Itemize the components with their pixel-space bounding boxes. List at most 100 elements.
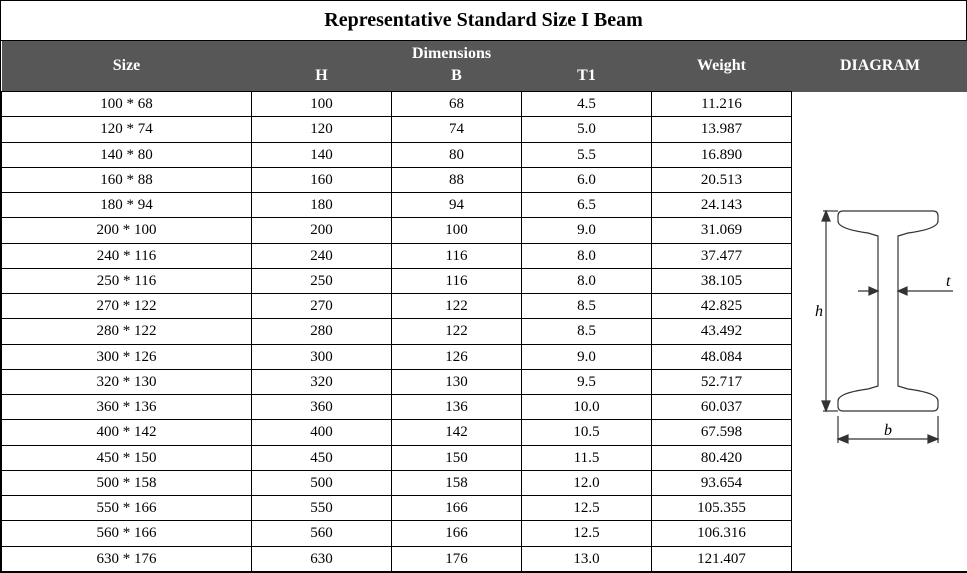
cell-size: 400 * 142 (2, 420, 252, 445)
cell-weight: 16.890 (652, 142, 792, 167)
cell-weight: 60.037 (652, 395, 792, 420)
page-title: Representative Standard Size I Beam (1, 1, 966, 41)
cell-weight: 13.987 (652, 117, 792, 142)
cell-t1: 8.5 (522, 294, 652, 319)
cell-t1: 10.0 (522, 395, 652, 420)
cell-t1: 12.5 (522, 521, 652, 546)
cell-t1: 6.5 (522, 193, 652, 218)
col-t1: T1 (522, 67, 652, 92)
diagram-cell: h b t (792, 92, 967, 572)
cell-t1: 9.0 (522, 344, 652, 369)
cell-weight: 105.355 (652, 496, 792, 521)
cell-h: 270 (252, 294, 392, 319)
ibeam-table: Size Dimensions Weight DIAGRAM H B T1 10… (1, 41, 967, 572)
cell-h: 200 (252, 218, 392, 243)
cell-h: 250 (252, 268, 392, 293)
cell-t1: 8.0 (522, 268, 652, 293)
cell-size: 630 * 176 (2, 546, 252, 571)
col-diagram: DIAGRAM (792, 41, 967, 92)
cell-size: 120 * 74 (2, 117, 252, 142)
col-dimensions: Dimensions (252, 41, 652, 67)
cell-b: 88 (392, 167, 522, 192)
cell-b: 176 (392, 546, 522, 571)
cell-b: 130 (392, 369, 522, 394)
cell-t1: 12.5 (522, 496, 652, 521)
cell-h: 450 (252, 445, 392, 470)
cell-weight: 31.069 (652, 218, 792, 243)
cell-h: 180 (252, 193, 392, 218)
cell-t1: 9.5 (522, 369, 652, 394)
cell-b: 116 (392, 268, 522, 293)
cell-size: 300 * 126 (2, 344, 252, 369)
cell-b: 80 (392, 142, 522, 167)
cell-b: 122 (392, 294, 522, 319)
ibeam-diagram: h b t (798, 181, 963, 481)
cell-t1: 4.5 (522, 92, 652, 117)
cell-size: 250 * 116 (2, 268, 252, 293)
cell-size: 200 * 100 (2, 218, 252, 243)
cell-weight: 52.717 (652, 369, 792, 394)
cell-t1: 10.5 (522, 420, 652, 445)
cell-h: 550 (252, 496, 392, 521)
cell-h: 500 (252, 470, 392, 495)
cell-h: 630 (252, 546, 392, 571)
cell-size: 100 * 68 (2, 92, 252, 117)
cell-size: 270 * 122 (2, 294, 252, 319)
cell-b: 136 (392, 395, 522, 420)
cell-weight: 20.513 (652, 167, 792, 192)
cell-t1: 5.5 (522, 142, 652, 167)
cell-t1: 6.0 (522, 167, 652, 192)
cell-b: 150 (392, 445, 522, 470)
cell-size: 560 * 166 (2, 521, 252, 546)
col-size: Size (2, 41, 252, 92)
cell-size: 180 * 94 (2, 193, 252, 218)
diagram-label-h: h (815, 303, 823, 320)
cell-h: 320 (252, 369, 392, 394)
page-container: Representative Standard Size I Beam Size… (0, 0, 967, 573)
cell-t1: 8.0 (522, 243, 652, 268)
col-weight: Weight (652, 41, 792, 92)
cell-weight: 43.492 (652, 319, 792, 344)
cell-weight: 48.084 (652, 344, 792, 369)
cell-weight: 42.825 (652, 294, 792, 319)
cell-b: 100 (392, 218, 522, 243)
cell-b: 74 (392, 117, 522, 142)
cell-b: 126 (392, 344, 522, 369)
cell-weight: 38.105 (652, 268, 792, 293)
cell-h: 100 (252, 92, 392, 117)
cell-weight: 11.216 (652, 92, 792, 117)
cell-t1: 13.0 (522, 546, 652, 571)
cell-size: 500 * 158 (2, 470, 252, 495)
cell-t1: 12.0 (522, 470, 652, 495)
table-row: 100 * 68100684.511.216 h b t (2, 92, 967, 117)
cell-weight: 93.654 (652, 470, 792, 495)
col-b: B (392, 67, 522, 92)
table-body: 100 * 68100684.511.216 h b t 120 * 74120… (2, 92, 967, 572)
cell-size: 140 * 80 (2, 142, 252, 167)
cell-b: 142 (392, 420, 522, 445)
cell-b: 68 (392, 92, 522, 117)
cell-h: 280 (252, 319, 392, 344)
cell-size: 320 * 130 (2, 369, 252, 394)
cell-b: 158 (392, 470, 522, 495)
cell-b: 166 (392, 496, 522, 521)
cell-t1: 8.5 (522, 319, 652, 344)
cell-size: 160 * 88 (2, 167, 252, 192)
cell-weight: 24.143 (652, 193, 792, 218)
cell-h: 160 (252, 167, 392, 192)
cell-h: 140 (252, 142, 392, 167)
diagram-label-b: b (884, 422, 892, 439)
cell-h: 300 (252, 344, 392, 369)
cell-size: 240 * 116 (2, 243, 252, 268)
cell-h: 240 (252, 243, 392, 268)
cell-weight: 67.598 (652, 420, 792, 445)
cell-t1: 9.0 (522, 218, 652, 243)
cell-h: 400 (252, 420, 392, 445)
col-h: H (252, 67, 392, 92)
cell-size: 280 * 122 (2, 319, 252, 344)
cell-b: 116 (392, 243, 522, 268)
cell-size: 550 * 166 (2, 496, 252, 521)
cell-weight: 80.420 (652, 445, 792, 470)
cell-weight: 106.316 (652, 521, 792, 546)
cell-b: 122 (392, 319, 522, 344)
